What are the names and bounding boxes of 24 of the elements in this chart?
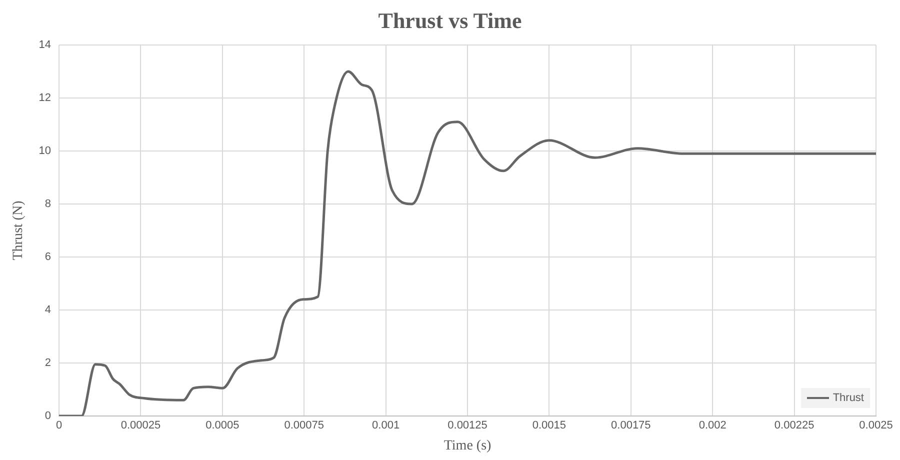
x-tick-label: 0.0005 — [206, 420, 240, 432]
y-tick-label: 8 — [44, 198, 52, 210]
x-tick-label: 0.00175 — [611, 420, 651, 432]
x-tick-label: 0 — [56, 420, 62, 432]
x-tick-label: 0.0015 — [532, 420, 566, 432]
y-tick-label: 6 — [44, 251, 52, 264]
x-axis-title: Time (s) — [444, 438, 492, 454]
y-tick-label: 2 — [44, 357, 52, 370]
y-tick-label: 0 — [44, 410, 52, 422]
chart-title: Thrust vs Time — [377, 8, 523, 34]
y-tick-label: 12 — [38, 92, 52, 104]
x-tick-label: 0.00125 — [448, 420, 488, 432]
x-tick-label: 0.001 — [372, 420, 400, 432]
x-tick-label: 0.00075 — [284, 420, 324, 432]
x-tick-label: 0.002 — [698, 420, 726, 432]
y-tick-label: 4 — [44, 304, 52, 316]
x-tick-label: 0.00225 — [774, 420, 814, 432]
y-tick-label: 14 — [38, 39, 52, 52]
y-tick-label: 10 — [38, 145, 52, 158]
legend-label: Thrust — [832, 392, 864, 404]
y-axis-title: Thrust (N) — [11, 200, 26, 260]
x-tick-label: 0.0025 — [859, 420, 893, 432]
line-series — [59, 70, 876, 416]
x-tick-label: 0.00025 — [120, 420, 161, 432]
